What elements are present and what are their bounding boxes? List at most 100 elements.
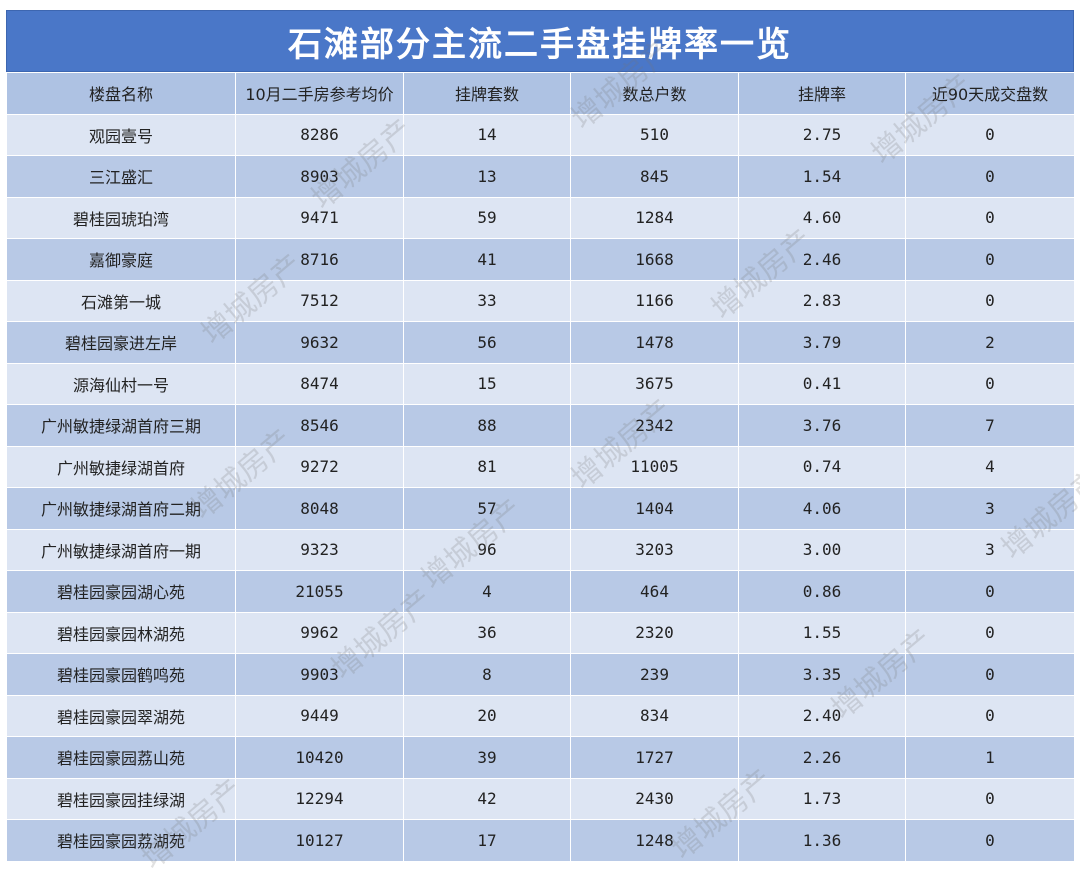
cell-price: 8903: [235, 155, 404, 198]
cell-listing-count: 4: [403, 570, 571, 613]
cell-name: 观园壹号: [6, 113, 236, 156]
cell-listing-count: 57: [403, 487, 571, 530]
cell-total-units: 2342: [570, 404, 739, 447]
cell-total-units: 1248: [570, 819, 739, 862]
cell-price: 8048: [235, 487, 404, 530]
cell-total-units: 1166: [570, 279, 739, 322]
cell-listing-rate: 2.26: [738, 736, 906, 779]
table-row: 广州敏捷绿湖首府二期 8048 57 1404 4.06 3: [6, 487, 1075, 530]
table-row: 嘉御豪庭 8716 41 1668 2.46 0: [6, 238, 1075, 281]
cell-total-units: 1404: [570, 487, 739, 530]
cell-price: 9632: [235, 321, 404, 364]
cell-listing-count: 8: [403, 653, 571, 696]
cell-recent-deals: 1: [905, 736, 1075, 779]
cell-listing-count: 14: [403, 113, 571, 156]
cell-total-units: 3675: [570, 362, 739, 405]
cell-listing-count: 20: [403, 694, 571, 737]
cell-listing-count: 88: [403, 404, 571, 447]
table-row: 广州敏捷绿湖首府 9272 81 11005 0.74 4: [6, 445, 1075, 488]
table-row: 碧桂园豪园荔山苑 10420 39 1727 2.26 1: [6, 736, 1075, 779]
cell-total-units: 2430: [570, 777, 739, 820]
cell-price: 10127: [235, 819, 404, 862]
column-header-listing-rate: 挂牌率: [738, 72, 906, 115]
cell-name: 广州敏捷绿湖首府: [6, 445, 236, 488]
table-row: 碧桂园豪园林湖苑 9962 36 2320 1.55 0: [6, 611, 1075, 654]
cell-recent-deals: 0: [905, 155, 1075, 198]
table-row: 源海仙村一号 8474 15 3675 0.41 0: [6, 362, 1075, 405]
cell-total-units: 1478: [570, 321, 739, 364]
cell-name: 石滩第一城: [6, 279, 236, 322]
table-row: 观园壹号 8286 14 510 2.75 0: [6, 113, 1075, 156]
cell-listing-rate: 3.35: [738, 653, 906, 696]
cell-price: 8474: [235, 362, 404, 405]
table-header-row: 楼盘名称 10月二手房参考均价 挂牌套数 数总户数 挂牌率 近90天成交盘数: [6, 72, 1075, 115]
page-title: 石滩部分主流二手盘挂牌率一览: [288, 24, 792, 65]
cell-recent-deals: 0: [905, 196, 1075, 239]
table-row: 碧桂园豪进左岸 9632 56 1478 3.79 2: [6, 321, 1075, 364]
cell-listing-rate: 4.60: [738, 196, 906, 239]
cell-price: 8716: [235, 238, 404, 281]
cell-name: 碧桂园豪园荔山苑: [6, 736, 236, 779]
cell-name: 广州敏捷绿湖首府一期: [6, 528, 236, 571]
cell-listing-rate: 1.54: [738, 155, 906, 198]
cell-price: 21055: [235, 570, 404, 613]
cell-recent-deals: 0: [905, 777, 1075, 820]
title-bar: 石滩部分主流二手盘挂牌率一览: [6, 10, 1074, 72]
cell-price: 8286: [235, 113, 404, 156]
cell-price: 9903: [235, 653, 404, 696]
cell-name: 源海仙村一号: [6, 362, 236, 405]
cell-listing-count: 59: [403, 196, 571, 239]
cell-total-units: 1727: [570, 736, 739, 779]
cell-listing-count: 33: [403, 279, 571, 322]
cell-price: 12294: [235, 777, 404, 820]
cell-recent-deals: 0: [905, 279, 1075, 322]
table-row: 三江盛汇 8903 13 845 1.54 0: [6, 155, 1075, 198]
cell-listing-rate: 4.06: [738, 487, 906, 530]
cell-listing-rate: 0.74: [738, 445, 906, 488]
cell-price: 9471: [235, 196, 404, 239]
column-header-name: 楼盘名称: [6, 72, 236, 115]
cell-name: 碧桂园琥珀湾: [6, 196, 236, 239]
column-header-total-units: 数总户数: [570, 72, 739, 115]
cell-total-units: 834: [570, 694, 739, 737]
table-row: 石滩第一城 7512 33 1166 2.83 0: [6, 279, 1075, 322]
cell-total-units: 11005: [570, 445, 739, 488]
cell-listing-rate: 2.75: [738, 113, 906, 156]
cell-listing-rate: 2.83: [738, 279, 906, 322]
cell-recent-deals: 0: [905, 653, 1075, 696]
cell-recent-deals: 0: [905, 819, 1075, 862]
table-row: 碧桂园琥珀湾 9471 59 1284 4.60 0: [6, 196, 1075, 239]
cell-name: 碧桂园豪园荔湖苑: [6, 819, 236, 862]
cell-total-units: 3203: [570, 528, 739, 571]
cell-listing-count: 81: [403, 445, 571, 488]
cell-price: 9272: [235, 445, 404, 488]
cell-listing-rate: 1.73: [738, 777, 906, 820]
cell-recent-deals: 0: [905, 362, 1075, 405]
cell-total-units: 1668: [570, 238, 739, 281]
cell-listing-rate: 3.76: [738, 404, 906, 447]
cell-price: 9449: [235, 694, 404, 737]
cell-listing-rate: 3.00: [738, 528, 906, 571]
column-header-listing-count: 挂牌套数: [403, 72, 571, 115]
cell-name: 碧桂园豪园鹤鸣苑: [6, 653, 236, 696]
cell-listing-count: 17: [403, 819, 571, 862]
cell-total-units: 239: [570, 653, 739, 696]
cell-listing-count: 15: [403, 362, 571, 405]
cell-price: 7512: [235, 279, 404, 322]
cell-listing-rate: 3.79: [738, 321, 906, 364]
cell-name: 碧桂园豪进左岸: [6, 321, 236, 364]
cell-name: 广州敏捷绿湖首府二期: [6, 487, 236, 530]
cell-price: 8546: [235, 404, 404, 447]
cell-total-units: 845: [570, 155, 739, 198]
cell-recent-deals: 0: [905, 570, 1075, 613]
cell-recent-deals: 3: [905, 528, 1075, 571]
cell-name: 碧桂园豪园湖心苑: [6, 570, 236, 613]
cell-name: 三江盛汇: [6, 155, 236, 198]
cell-name: 广州敏捷绿湖首府三期: [6, 404, 236, 447]
cell-listing-rate: 1.55: [738, 611, 906, 654]
table-row: 碧桂园豪园翠湖苑 9449 20 834 2.40 0: [6, 694, 1075, 737]
cell-name: 碧桂园豪园翠湖苑: [6, 694, 236, 737]
cell-listing-rate: 1.36: [738, 819, 906, 862]
cell-listing-count: 41: [403, 238, 571, 281]
table-row: 广州敏捷绿湖首府一期 9323 96 3203 3.00 3: [6, 528, 1075, 571]
